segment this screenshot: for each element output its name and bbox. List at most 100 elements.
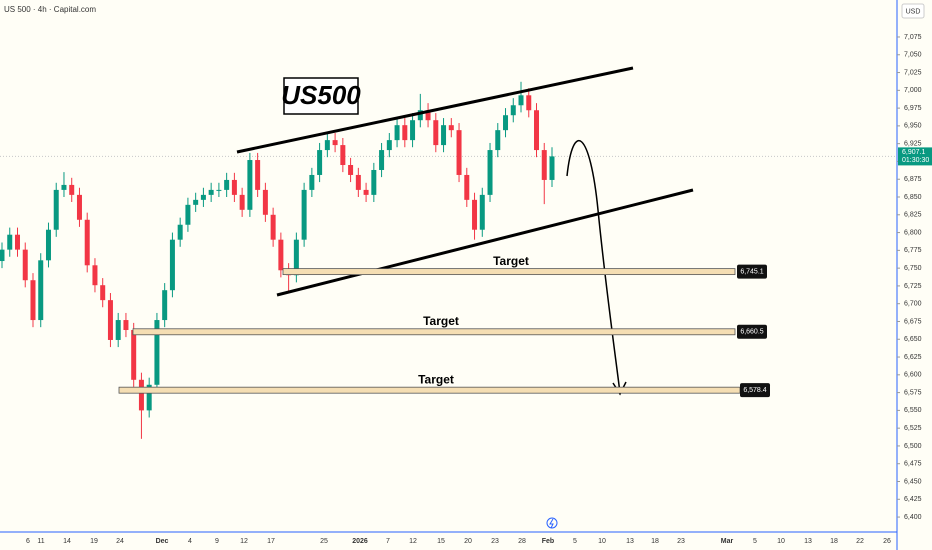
y-tick-label: 6,725 (904, 283, 922, 290)
candle-body (425, 110, 431, 121)
candle-body (123, 320, 129, 331)
y-tick-label: 6,925 (904, 141, 922, 148)
y-tick-label: 6,550 (904, 407, 922, 414)
y-tick-label: 7,050 (904, 52, 922, 59)
y-tick-label: 6,475 (904, 461, 922, 468)
candle-body (162, 290, 168, 321)
target-zone (282, 268, 736, 276)
x-tick-label: Feb (542, 538, 554, 545)
channel-lower[interactable] (276, 188, 694, 297)
lightning-icon[interactable] (546, 517, 558, 529)
x-tick-label: 24 (116, 538, 124, 545)
x-tick-label: 26 (883, 538, 891, 545)
y-tick-label: 6,500 (904, 443, 922, 450)
candle-body (386, 140, 392, 151)
x-tick-label: Dec (156, 538, 169, 545)
x-tick-label: 7 (386, 538, 390, 545)
candle-body (7, 234, 13, 250)
y-tick-label: 7,000 (904, 87, 922, 94)
candle-body (518, 95, 524, 106)
candle-body (355, 174, 361, 190)
candle-body (14, 234, 20, 250)
candle-body (22, 249, 28, 281)
candle-body (92, 265, 98, 286)
candle-body (255, 160, 261, 190)
candle-body (177, 224, 183, 240)
target-zone (132, 328, 736, 336)
current-price-label: 6,907.1 (902, 149, 925, 156)
y-tick-label: 6,775 (904, 247, 922, 254)
target-price-box (740, 383, 770, 398)
x-tick-label: Mar (721, 538, 734, 545)
candle-body (526, 95, 532, 111)
x-tick-label: 20 (464, 538, 472, 545)
candle-body (154, 320, 160, 385)
x-tick-label: 23 (491, 538, 499, 545)
x-tick-label: 10 (777, 538, 785, 545)
candle-body (402, 125, 408, 141)
y-tick-label: 6,975 (904, 105, 922, 112)
candle-body (76, 194, 82, 220)
candle-body (495, 130, 501, 151)
candle-body (541, 150, 547, 180)
candle-body (193, 199, 199, 205)
candle-body (309, 174, 315, 190)
y-tick-label: 6,425 (904, 496, 922, 503)
y-tick-label: 6,700 (904, 301, 922, 308)
candle-body (131, 330, 137, 380)
candle-body (448, 125, 454, 131)
candle-body (224, 179, 230, 190)
candle-body (363, 189, 369, 195)
x-tick-label: 4 (188, 538, 192, 545)
candle-body (487, 150, 493, 195)
candle-body (45, 229, 51, 261)
candle-body (549, 156, 555, 180)
candle-body (138, 379, 144, 411)
candle-body (278, 239, 284, 271)
y-tick-label: 6,600 (904, 372, 922, 379)
target-label: Target (493, 254, 529, 268)
candle-body (433, 120, 439, 146)
candle-body (115, 320, 121, 340)
candle-body (394, 125, 400, 141)
candle-body (510, 105, 516, 116)
candle-body (84, 219, 90, 266)
annotation: US500 (281, 80, 361, 110)
y-tick-label: 6,625 (904, 354, 922, 361)
chart-title: US 500 · 4h · Capital.com (4, 5, 96, 14)
y-tick-label: 6,650 (904, 336, 922, 343)
candle-body (107, 300, 113, 340)
candle-body (247, 160, 253, 210)
x-tick-label: 5 (573, 538, 577, 545)
target-price-box (737, 324, 767, 339)
x-tick-label: 10 (598, 538, 606, 545)
candle-body (216, 189, 222, 191)
currency: USD (906, 8, 921, 15)
x-tick-label: 18 (651, 538, 659, 545)
candle-body (301, 189, 307, 240)
candle-body (231, 179, 237, 195)
candle-body (61, 184, 67, 190)
candle-body (456, 130, 462, 175)
channel-upper[interactable] (236, 66, 634, 154)
x-tick-label: 13 (804, 538, 812, 545)
y-tick-label: 6,400 (904, 514, 922, 521)
x-tick-label: 12 (409, 538, 417, 545)
annotation-box[interactable] (283, 77, 359, 115)
candle-body (239, 194, 245, 210)
candle-body (317, 150, 323, 175)
y-tick-label: 6,875 (904, 176, 922, 183)
candle-body (208, 189, 214, 195)
x-tick-label: 2026 (352, 538, 368, 545)
x-tick-label: 6 (26, 538, 30, 545)
target-zone (118, 386, 741, 394)
candle-body (69, 184, 75, 195)
x-tick-label: 12 (240, 538, 248, 545)
candle-body (0, 249, 5, 262)
x-tick-label: 18 (830, 538, 838, 545)
candle-body (169, 239, 175, 291)
candle-body (53, 189, 59, 230)
currency-box[interactable] (901, 3, 925, 19)
candle-body (503, 115, 509, 131)
